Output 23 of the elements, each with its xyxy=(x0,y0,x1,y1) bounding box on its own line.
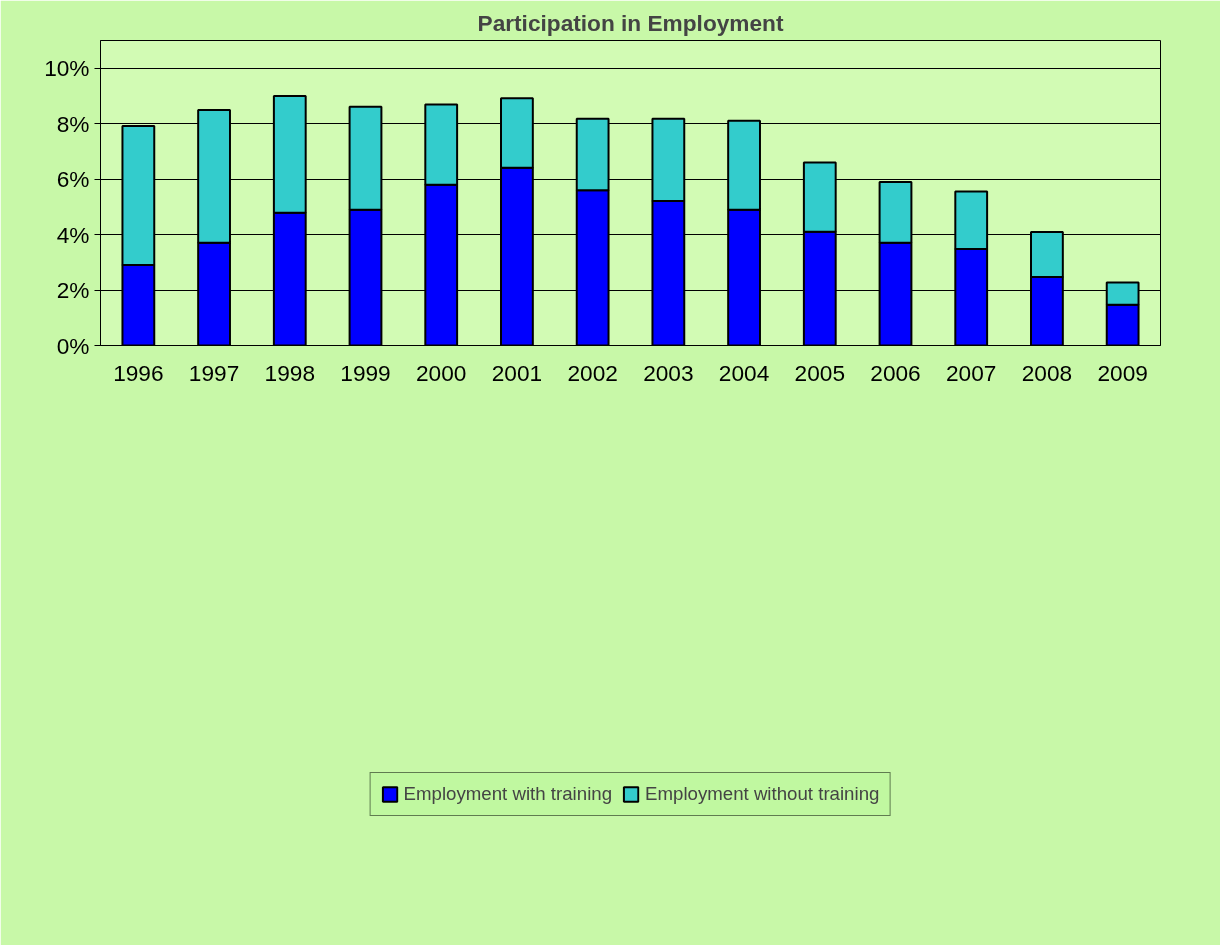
y-tick-label: 6% xyxy=(56,166,90,193)
x-tick-label: 2005 xyxy=(794,359,845,386)
x-tick-label: 2002 xyxy=(567,359,618,386)
x-tick-label: 1997 xyxy=(188,359,240,386)
y-tick-label: 2% xyxy=(56,277,90,304)
y-tick-label: 8% xyxy=(56,110,90,137)
x-tick-label: 2008 xyxy=(1021,359,1073,386)
chart-title: Participation in Employment xyxy=(477,9,784,36)
y-tick-label: 0% xyxy=(56,332,90,359)
x-tick-label: 2003 xyxy=(643,359,694,386)
x-tick-label: 2004 xyxy=(718,359,770,386)
y-tick-label: 4% xyxy=(56,221,90,248)
x-tick-label: 2001 xyxy=(491,359,543,386)
legend-label: Employment with training xyxy=(403,782,613,805)
x-tick-label: 2006 xyxy=(870,359,921,386)
x-tick-label: 1999 xyxy=(340,359,391,386)
x-tick-label: 2009 xyxy=(1097,359,1148,386)
x-tick-label: 1996 xyxy=(113,359,164,386)
y-tick-label: 10% xyxy=(44,55,90,82)
x-tick-label: 2000 xyxy=(416,359,467,386)
x-tick-label: 2007 xyxy=(946,359,997,386)
x-tick-label: 1998 xyxy=(264,359,315,386)
legend-label: Employment without training xyxy=(645,782,880,805)
